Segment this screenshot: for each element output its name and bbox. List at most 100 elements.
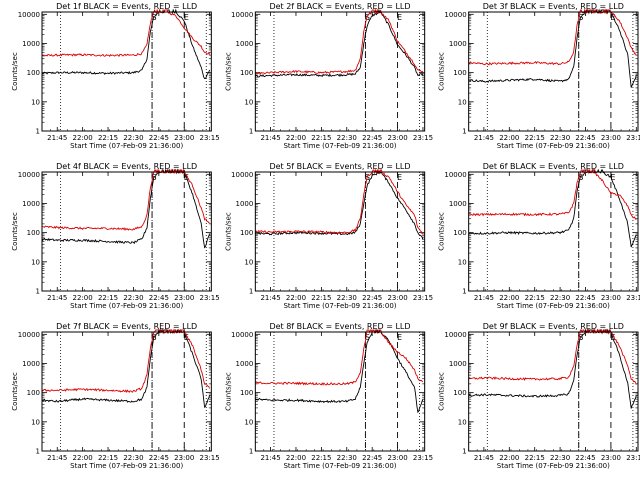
series-line	[254, 8, 424, 76]
series-line	[42, 8, 211, 57]
x-tick-label: 22:45	[575, 294, 595, 302]
x-tick-label: 23:15	[200, 134, 220, 142]
x-tick-label: 22:00	[286, 134, 306, 142]
x-tick-label: 22:30	[550, 454, 570, 462]
x-tick-label: 22:00	[286, 454, 306, 462]
x-tick-label: 23:15	[200, 454, 220, 462]
y-tick-label: 1000	[449, 40, 467, 48]
series-line	[468, 328, 637, 385]
chart-panel: Det 3f BLACK = Events, RED = LLD 1 10 100 10…	[438, 2, 640, 150]
x-tick-label: 22:15	[311, 294, 331, 302]
x-axis-label: Start Time (07-Feb-09 21:36:00)	[70, 142, 183, 150]
x-tick-label: 21:45	[47, 134, 67, 142]
x-tick-label: 23:15	[413, 454, 433, 462]
x-tick-label: 22:00	[73, 294, 93, 302]
y-tick-label: 1000	[236, 360, 254, 368]
x-tick-label: 23:15	[413, 134, 433, 142]
y-axis-label: Counts/sec	[224, 372, 232, 411]
y-tick-label: 1	[36, 288, 40, 296]
x-tick-label: 22:15	[525, 134, 545, 142]
x-tick-label: 22:00	[499, 454, 519, 462]
y-axis-label: Counts/sec	[224, 212, 232, 251]
y-tick-label: 100	[453, 389, 466, 397]
x-tick-label: 23:00	[174, 454, 194, 462]
x-tick-label: 22:15	[525, 294, 545, 302]
x-tick-label: 22:45	[149, 134, 169, 142]
x-tick-label: 23:00	[601, 134, 621, 142]
y-tick-label: 100	[240, 229, 253, 237]
y-tick-label: 1	[36, 128, 40, 136]
x-axis-label: Start Time (07-Feb-09 21:36:00)	[497, 302, 610, 310]
y-tick-label: 1	[462, 128, 466, 136]
chart-title: Det 8f BLACK = Events, RED = LLD	[269, 322, 410, 331]
series-line	[41, 328, 211, 394]
plot-frame	[41, 11, 212, 132]
y-tick-label: 10000	[231, 11, 253, 19]
y-tick-label: 100	[240, 69, 253, 77]
x-tick-label: 22:30	[123, 134, 143, 142]
x-tick-label: 23:00	[174, 294, 194, 302]
x-axis-label: Start Time (07-Feb-09 21:36:00)	[70, 462, 183, 470]
x-tick-label: 22:00	[286, 294, 306, 302]
marker-label: E	[397, 173, 402, 182]
y-tick-label: 10000	[18, 171, 40, 179]
plot-frame	[41, 171, 212, 292]
marker-label: E	[397, 333, 402, 342]
y-tick-label: 1000	[449, 200, 467, 208]
y-tick-label: 1000	[449, 360, 467, 368]
y-tick-label: 1000	[236, 200, 254, 208]
y-tick-label: 100	[453, 229, 466, 237]
plot-frame	[254, 11, 426, 132]
y-axis-label: Counts/sec	[438, 212, 446, 251]
series-line	[255, 329, 424, 386]
chart-panel: Det 5f BLACK = Events, RED = LLD 1 10 100 10…	[224, 162, 433, 310]
x-tick-label: 22:30	[550, 294, 570, 302]
y-tick-label: 100	[240, 389, 253, 397]
y-tick-label: 10	[244, 98, 253, 106]
y-tick-label: 10	[31, 418, 40, 426]
x-tick-label: 22:30	[337, 134, 357, 142]
y-tick-label: 1000	[236, 40, 254, 48]
y-axis-label: Counts/sec	[11, 52, 19, 91]
x-tick-label: 22:30	[123, 294, 143, 302]
x-tick-label: 22:45	[362, 134, 382, 142]
chart-title: Det 1f BLACK = Events, RED = LLD	[56, 2, 197, 11]
x-tick-label: 22:30	[337, 454, 357, 462]
chart-title: Det 4f BLACK = Events, RED = LLD	[56, 162, 197, 171]
y-tick-label: 10	[244, 258, 253, 266]
chart-title: Det 9f BLACK = Events, RED = LLD	[483, 322, 624, 331]
plot-frame	[468, 171, 639, 292]
chart-panel: Det 8f BLACK = Events, RED = LLD 1 10 100 10…	[224, 322, 433, 470]
y-tick-label: 10	[458, 258, 467, 266]
chart-panel: Det 6f BLACK = Events, RED = LLD 1 10 100 10…	[438, 162, 640, 310]
y-tick-label: 10	[244, 418, 253, 426]
y-tick-label: 10000	[444, 171, 466, 179]
chart-panel: Det 7f BLACK = Events, RED = LLD 1 10 100 10…	[11, 322, 220, 470]
x-tick-label: 23:15	[626, 294, 640, 302]
series-line	[254, 168, 424, 235]
series-line	[468, 168, 637, 221]
x-tick-label: 22:00	[73, 454, 93, 462]
x-tick-label: 21:45	[47, 454, 67, 462]
y-axis-label: Counts/sec	[11, 212, 19, 251]
y-tick-label: 10000	[18, 331, 40, 339]
x-tick-label: 22:00	[499, 294, 519, 302]
y-tick-label: 1000	[22, 200, 40, 208]
y-tick-label: 1	[36, 448, 40, 456]
y-tick-label: 10	[458, 418, 467, 426]
x-tick-label: 22:15	[311, 134, 331, 142]
chart-title: Det 3f BLACK = Events, RED = LLD	[483, 2, 624, 11]
series-line	[468, 8, 637, 66]
x-tick-label: 23:00	[387, 294, 407, 302]
marker-label: S	[578, 173, 583, 182]
y-axis-label: Counts/sec	[438, 372, 446, 411]
x-tick-label: 22:15	[98, 454, 118, 462]
marker-label: E	[610, 173, 615, 182]
marker-label: E	[184, 13, 189, 22]
x-axis-label: Start Time (07-Feb-09 21:36:00)	[283, 142, 396, 150]
chart-panel: Det 9f BLACK = Events, RED = LLD 1 10 100 10…	[438, 322, 640, 470]
plot-frame	[254, 331, 426, 452]
x-tick-label: 22:00	[499, 134, 519, 142]
x-tick-label: 21:45	[474, 294, 494, 302]
